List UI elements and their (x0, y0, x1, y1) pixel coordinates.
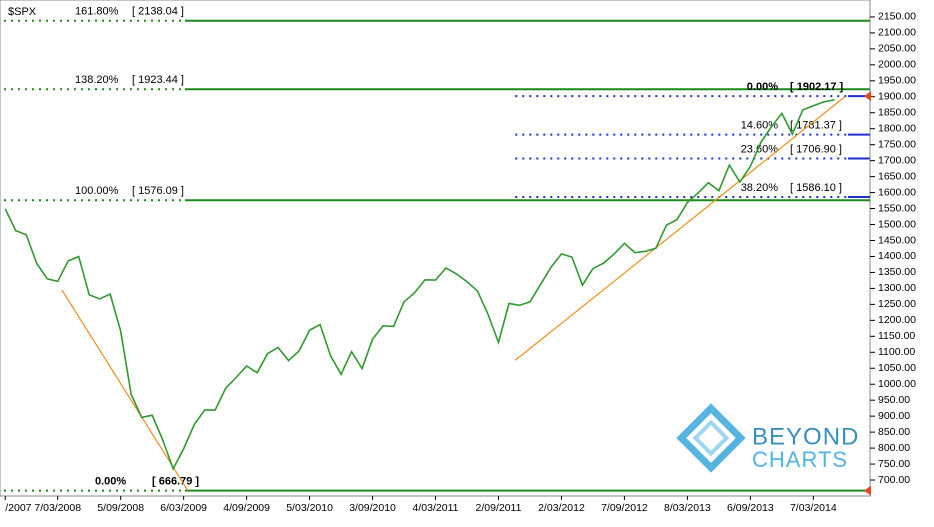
x-tick-label: 4/09/2009 (223, 502, 270, 514)
y-tick-label: 1100.00 (878, 346, 915, 358)
y-tick-label: 1350.00 (878, 266, 916, 278)
y-tick-label: 1650.00 (878, 170, 916, 182)
y-tick-label: 2000.00 (878, 59, 916, 71)
y-tick-label: 800.00 (878, 442, 910, 454)
logo-text: CHARTS (752, 447, 848, 472)
logo-mark (692, 419, 730, 457)
logo-mark (676, 403, 746, 473)
level-marker (864, 91, 871, 102)
y-tick-label: 1900.00 (878, 91, 916, 103)
x-tick-label: 6/03/2009 (160, 502, 207, 514)
logo-text: BEYOND (752, 423, 859, 450)
x-tick-label: 7/03/2008 (34, 502, 81, 514)
x-tick-label: 8/03/2013 (664, 502, 711, 514)
fib-value-label: [ 1781.37 ] (790, 120, 842, 132)
fib-pct-label: 161.80% (75, 6, 119, 18)
x-tick-label: 6/09/2013 (727, 502, 774, 514)
price-line (4, 99, 835, 471)
fib-value-label: [ 2138.04 ] (132, 6, 184, 18)
y-tick-label: 1850.00 (878, 107, 916, 119)
fib-pct-label: 100.00% (75, 185, 119, 197)
fib-pct-label: 38.20% (741, 182, 779, 194)
y-tick-label: 1200.00 (878, 314, 916, 326)
y-tick-label: 1150.00 (878, 330, 915, 342)
x-tick-label: 7/03/2014 (790, 502, 837, 514)
fib-pct-label: 0.00% (95, 476, 126, 488)
y-tick-label: 1450.00 (878, 234, 916, 246)
y-tick-label: 750.00 (878, 458, 910, 470)
y-tick-label: 900.00 (878, 410, 910, 422)
y-tick-label: 1550.00 (878, 202, 916, 214)
y-tick-label: 1000.00 (878, 378, 916, 390)
trend-line (61, 289, 189, 491)
y-tick-label: 1050.00 (878, 362, 916, 374)
y-tick-label: 700.00 (878, 474, 910, 486)
y-tick-label: 1950.00 (878, 75, 916, 87)
x-tick-label: 7/09/2012 (601, 502, 648, 514)
fib-value-label: [ 1902.17 ] (790, 81, 844, 93)
fib-pct-label: 14.60% (741, 120, 779, 132)
level-marker (864, 485, 871, 496)
x-tick-label: /2007 (5, 502, 31, 514)
y-tick-label: 1600.00 (878, 186, 916, 198)
y-tick-label: 1750.00 (878, 138, 916, 150)
y-tick-label: 1250.00 (878, 298, 916, 310)
plot-area (0, 0, 871, 497)
y-tick-label: 1400.00 (878, 250, 916, 262)
y-tick-label: 2050.00 (878, 43, 916, 55)
x-tick-label: 2/09/2011 (476, 502, 522, 514)
x-tick-label: 4/03/2011 (413, 502, 459, 514)
fib-value-label: [ 1706.90 ] (790, 143, 842, 155)
y-tick-label: 950.00 (878, 394, 910, 406)
y-tick-label: 2100.00 (878, 27, 916, 39)
y-tick-label: 1700.00 (878, 154, 916, 166)
x-tick-label: 5/09/2008 (97, 502, 144, 514)
fib-pct-label: 23.60% (741, 143, 779, 155)
fib-value-label: [ 1586.10 ] (790, 182, 842, 194)
y-tick-label: 2150.00 (878, 11, 916, 23)
y-tick-label: 1500.00 (878, 218, 916, 230)
logo (676, 403, 746, 473)
fib-value-label: [ 1576.09 ] (132, 185, 184, 197)
y-tick-label: 850.00 (878, 426, 910, 438)
fib-pct-label: 138.20% (75, 74, 119, 86)
x-tick-label: 2/03/2012 (538, 502, 585, 514)
y-tick-label: 1800.00 (878, 122, 916, 134)
x-tick-label: 5/03/2010 (286, 502, 333, 514)
fib-value-label: [ 1923.44 ] (132, 74, 184, 86)
fib-pct-label: 0.00% (747, 81, 778, 93)
trend-line (514, 96, 846, 361)
x-tick-label: 3/09/2010 (349, 502, 396, 514)
chart-title: $SPX (8, 6, 37, 18)
y-tick-label: 1300.00 (878, 282, 916, 294)
fib-value-label: [ 666.79 ] (152, 476, 199, 488)
